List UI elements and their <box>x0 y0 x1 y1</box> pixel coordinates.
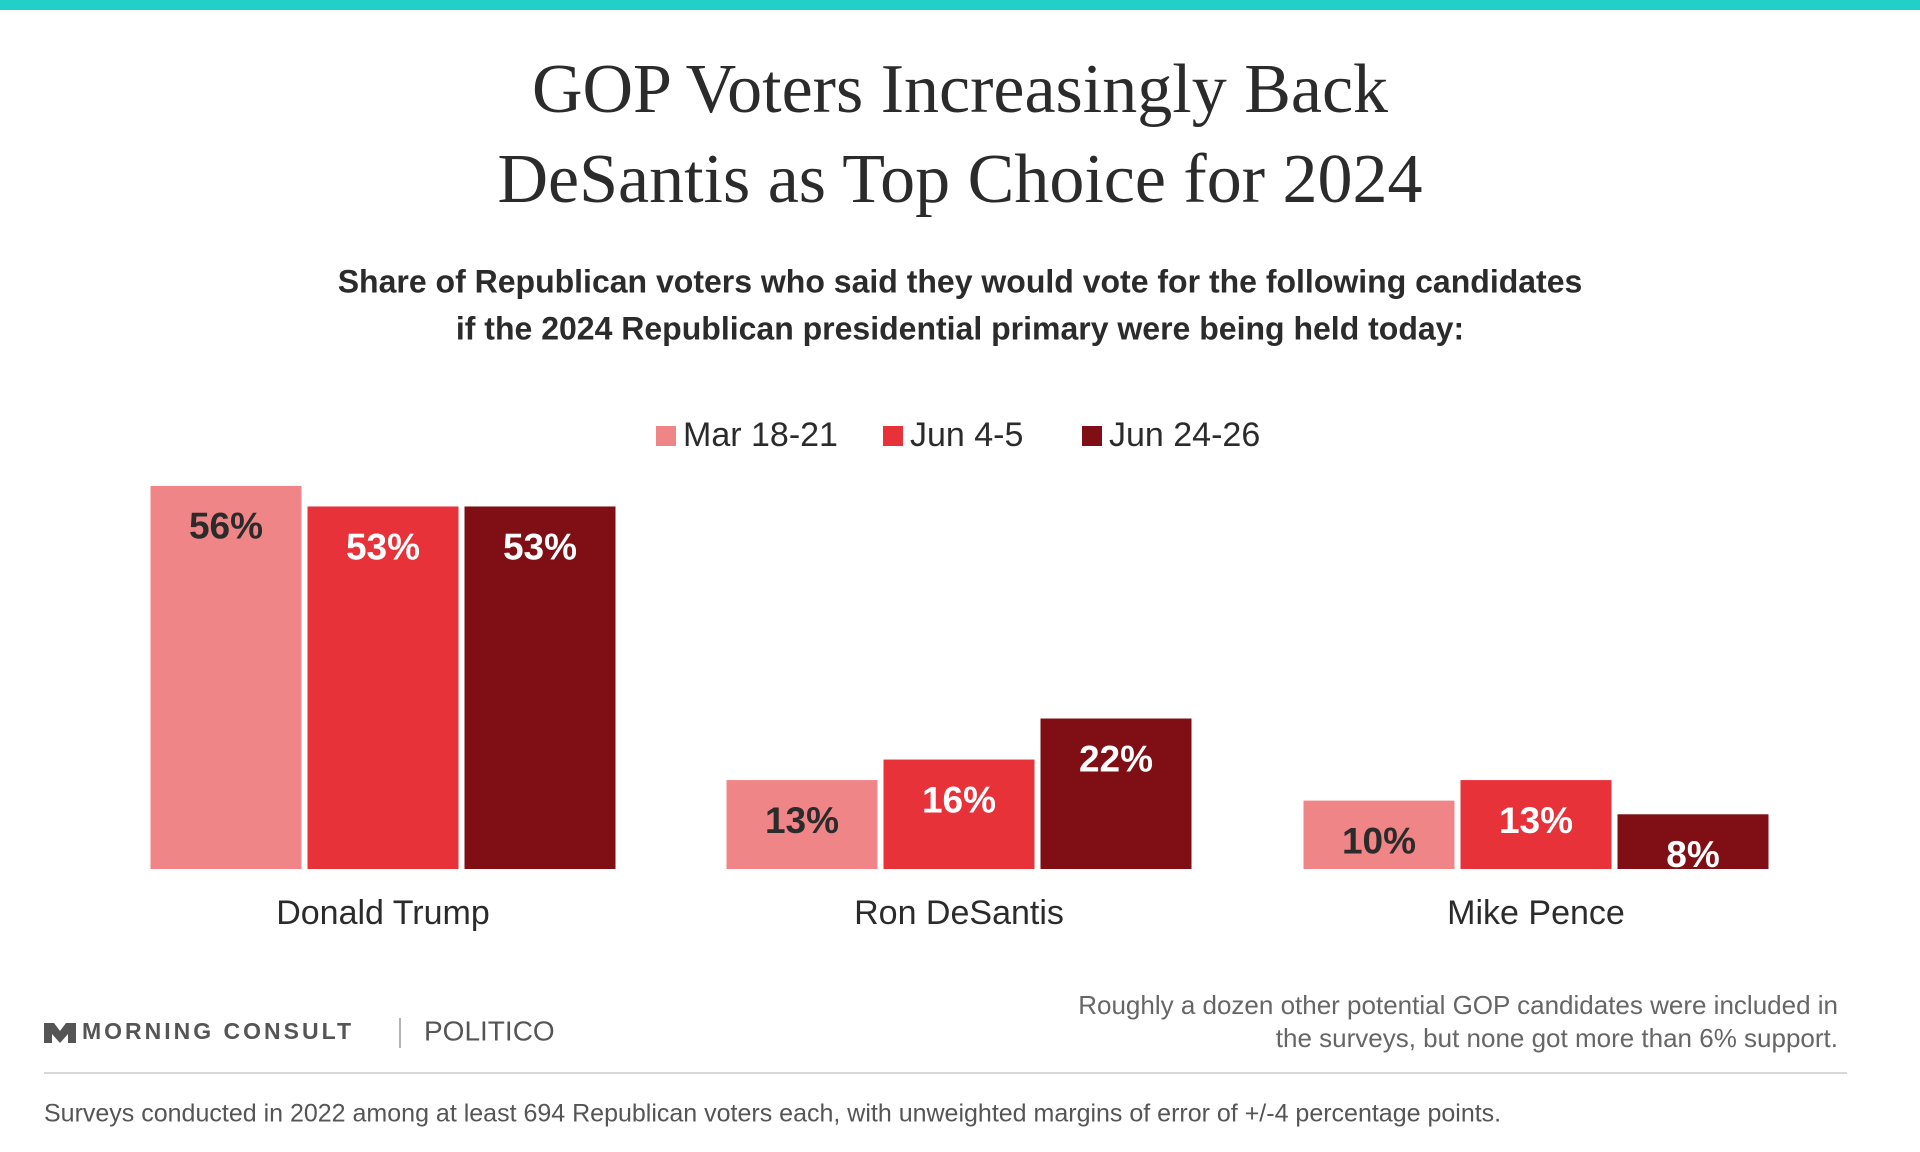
value-label: 53% <box>346 526 420 567</box>
legend-label: Jun 24-26 <box>1109 416 1260 454</box>
x-tick-label: Mike Pence <box>1447 894 1625 932</box>
legend-swatch <box>883 426 903 446</box>
legend-label: Jun 4-5 <box>910 416 1023 454</box>
legend-swatch <box>656 426 676 446</box>
bar <box>1040 718 1192 869</box>
brand: MORNING CONSULT <box>82 1018 354 1044</box>
bar <box>883 759 1035 869</box>
bar <box>1460 780 1612 869</box>
chart-title: GOP Voters Increasingly Back <box>532 51 1388 128</box>
brand: POLITICO <box>424 1015 555 1046</box>
brand-logo <box>44 1023 76 1043</box>
top-band <box>0 0 1920 10</box>
value-label: 8% <box>1666 834 1719 875</box>
value-label: 13% <box>765 800 839 841</box>
note: the surveys, but none got more than 6% s… <box>1276 1023 1838 1053</box>
value-label: 53% <box>503 526 577 567</box>
source: Surveys conducted in 2022 among at least… <box>44 1100 1501 1128</box>
value-label: 22% <box>1079 738 1153 779</box>
bar <box>1303 800 1455 869</box>
value-label: 10% <box>1342 820 1416 861</box>
subtitle: if the 2024 Republican presidential prim… <box>456 310 1464 346</box>
x-tick-label: Ron DeSantis <box>854 894 1064 932</box>
value-label: 13% <box>1499 800 1573 841</box>
note: Roughly a dozen other potential GOP cand… <box>1078 990 1838 1020</box>
bar <box>726 780 878 869</box>
legend-swatch <box>1082 426 1102 446</box>
bar <box>150 485 302 869</box>
bar <box>464 506 616 869</box>
chart-title: DeSantis as Top Choice for 2024 <box>497 141 1422 218</box>
bar <box>1617 814 1769 869</box>
legend-label: Mar 18-21 <box>683 416 838 454</box>
value-label: 56% <box>189 506 263 547</box>
x-tick-label: Donald Trump <box>276 894 490 932</box>
bar <box>307 506 459 869</box>
subtitle: Share of Republican voters who said they… <box>338 263 1583 299</box>
value-label: 16% <box>922 779 996 820</box>
